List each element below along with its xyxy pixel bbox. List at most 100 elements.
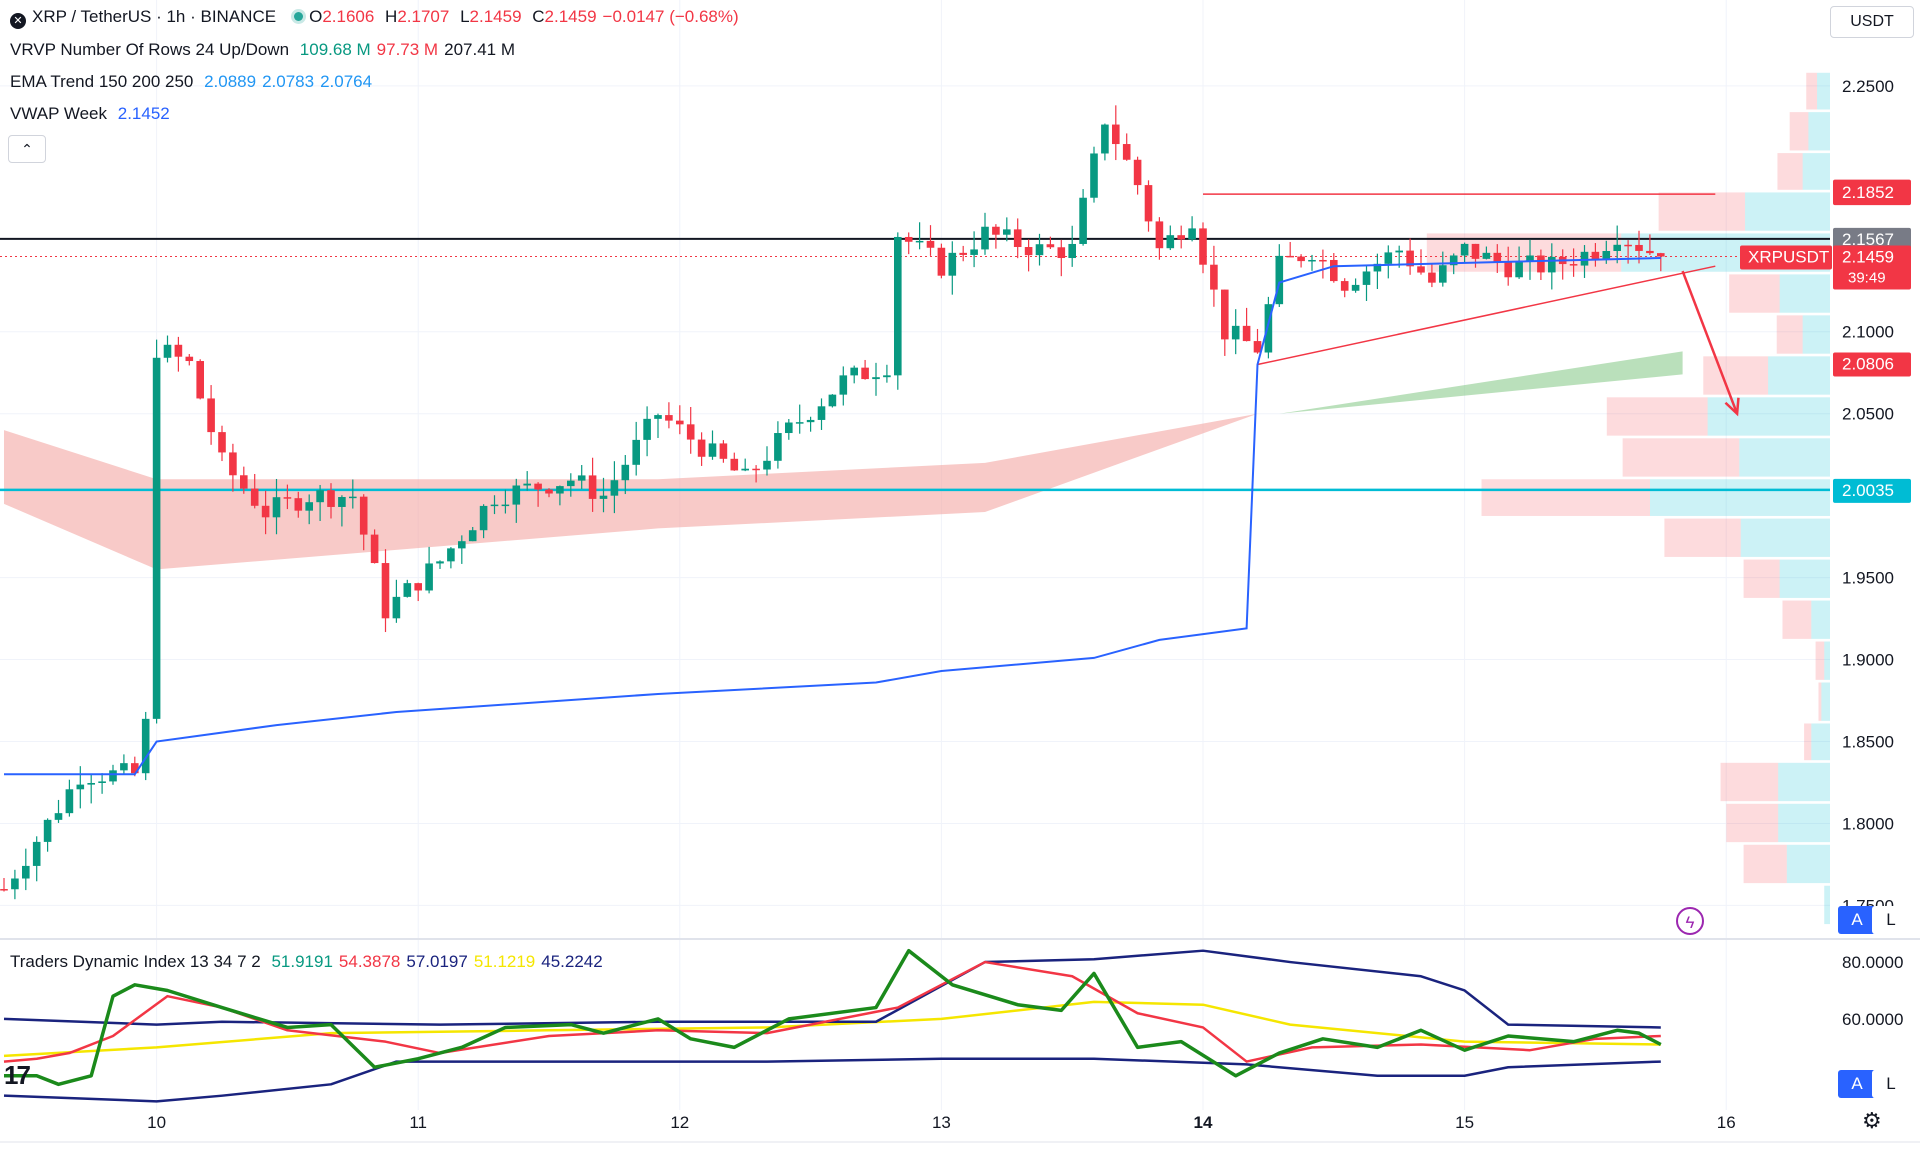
candle-down bbox=[686, 424, 695, 440]
candle-down bbox=[545, 489, 553, 494]
candle-up bbox=[1395, 250, 1403, 253]
currency-button[interactable]: USDT bbox=[1830, 6, 1914, 38]
price-tag-bg bbox=[1833, 181, 1911, 206]
ema-value-3: 2.0764 bbox=[320, 72, 373, 91]
volume-profile-down-bar bbox=[1658, 192, 1746, 231]
volume-profile-down-bar bbox=[1782, 600, 1812, 639]
candle-down bbox=[131, 763, 139, 774]
vrvp-legend[interactable]: VRVP Number Of Rows 24 Up/Down 109.68 M 9… bbox=[10, 40, 521, 60]
candle-down bbox=[1133, 159, 1142, 186]
volume-profile-down-bar bbox=[1481, 479, 1650, 516]
candle-down bbox=[1493, 252, 1502, 263]
price-axis-label: 2.0500 bbox=[1842, 405, 1894, 424]
candle-up bbox=[1166, 235, 1175, 249]
candle-down bbox=[588, 475, 597, 499]
candle-up bbox=[163, 344, 172, 358]
candle-up bbox=[468, 530, 477, 542]
chart-title: XRP / TetherUS · 1h · BINANCE bbox=[32, 7, 277, 26]
candle-up bbox=[1035, 244, 1044, 256]
candle-down bbox=[1635, 244, 1643, 251]
candle-down bbox=[207, 398, 215, 433]
ohlc-l-label: L bbox=[460, 7, 470, 26]
candle-up bbox=[43, 819, 52, 842]
tdi-auto-scale-button[interactable]: A bbox=[1838, 1070, 1876, 1098]
tdi-value-1: 51.9191 bbox=[271, 952, 333, 971]
trendline bbox=[1257, 265, 1716, 366]
price-axis-label: 1.8500 bbox=[1842, 733, 1894, 752]
candle-down bbox=[959, 252, 967, 255]
candle-up bbox=[403, 583, 412, 597]
tdi-value-5: 45.2242 bbox=[541, 952, 603, 971]
candle-up bbox=[316, 490, 324, 503]
candle-up bbox=[948, 252, 957, 276]
auto-scale-button[interactable]: A bbox=[1838, 906, 1876, 934]
ema-value-2: 2.0783 bbox=[262, 72, 315, 91]
current-price-tag-bg bbox=[1833, 245, 1911, 290]
candle-down bbox=[992, 226, 1000, 235]
candle-up bbox=[1384, 252, 1393, 264]
tdi-legend[interactable]: Traders Dynamic Index 13 34 7 2 51.9191 5… bbox=[10, 952, 609, 972]
candle-down bbox=[1199, 228, 1207, 265]
candle-up bbox=[915, 240, 924, 243]
vwap-legend[interactable]: VWAP Week 2.1452 bbox=[10, 104, 176, 124]
ohlc-h-label: H bbox=[385, 7, 398, 26]
tdi-log-scale-button[interactable]: L bbox=[1872, 1070, 1910, 1098]
candle-down bbox=[1286, 255, 1294, 258]
xrp-icon: ✕ bbox=[10, 13, 26, 29]
candle-up bbox=[567, 480, 575, 487]
candle-down bbox=[1297, 256, 1305, 262]
lightning-icon[interactable]: ϟ bbox=[1676, 907, 1704, 935]
candle-up bbox=[577, 475, 586, 481]
candle-down bbox=[1013, 229, 1022, 248]
tdi-value-2: 54.3878 bbox=[338, 952, 401, 971]
candle-up bbox=[447, 548, 455, 562]
candle-up bbox=[1602, 250, 1611, 260]
price-axis-label: 1.9500 bbox=[1842, 569, 1894, 588]
vwap-label: VWAP Week bbox=[10, 104, 107, 123]
candle-up bbox=[1373, 263, 1382, 272]
candle-down bbox=[1144, 185, 1153, 222]
log-scale-button[interactable]: L bbox=[1872, 906, 1910, 934]
ema-trend-band-bullish bbox=[1279, 351, 1683, 414]
candle-down bbox=[697, 439, 706, 457]
candle-down bbox=[1046, 244, 1055, 248]
candle-up bbox=[109, 770, 117, 782]
volume-profile-down-bar bbox=[1743, 559, 1780, 598]
price-tag-bg bbox=[1833, 478, 1911, 503]
candle-up bbox=[32, 841, 41, 866]
candle-down bbox=[1024, 247, 1033, 256]
candle-up bbox=[11, 878, 19, 890]
candle-up bbox=[392, 596, 401, 619]
candle-up bbox=[501, 504, 510, 507]
volume-profile-down-bar bbox=[1622, 438, 1740, 477]
vwap-line bbox=[4, 256, 1661, 776]
volume-profile-up-bar bbox=[1778, 803, 1830, 843]
candle-down bbox=[261, 505, 270, 518]
volume-profile-up-bar bbox=[1739, 438, 1830, 477]
volume-profile-down-bar bbox=[1804, 723, 1812, 761]
candle-up bbox=[1068, 243, 1076, 259]
candle-up bbox=[1231, 325, 1240, 340]
ohlc-open: 2.1606 bbox=[322, 7, 375, 26]
tdi-label: Traders Dynamic Index 13 34 7 2 bbox=[10, 952, 261, 971]
candle-up bbox=[610, 480, 619, 496]
ohlc-low: 2.1459 bbox=[469, 7, 522, 26]
tdi-axis-label: 80.0000 bbox=[1842, 953, 1903, 972]
collapse-legend-button[interactable]: ⌃ bbox=[8, 135, 46, 163]
candle-up bbox=[512, 485, 521, 505]
volume-profile-up-bar bbox=[1786, 844, 1830, 884]
ema-legend[interactable]: EMA Trend 150 200 250 2.0889 2.0783 2.0764 bbox=[10, 72, 378, 92]
chevron-up-icon: ⌃ bbox=[21, 141, 33, 157]
volume-profile-up-bar bbox=[1779, 559, 1830, 598]
candle-down bbox=[752, 468, 760, 471]
gear-icon[interactable]: ⚙ bbox=[1862, 1108, 1882, 1133]
candle-up bbox=[65, 789, 74, 814]
candle-down bbox=[414, 583, 422, 591]
candle-up bbox=[490, 504, 499, 507]
candle-down bbox=[1057, 247, 1066, 259]
price-axis-label: 1.8000 bbox=[1842, 814, 1894, 833]
ohlc-close: 2.1459 bbox=[544, 7, 597, 26]
volume-profile-down-bar bbox=[1818, 682, 1822, 721]
candle-down bbox=[196, 361, 204, 399]
